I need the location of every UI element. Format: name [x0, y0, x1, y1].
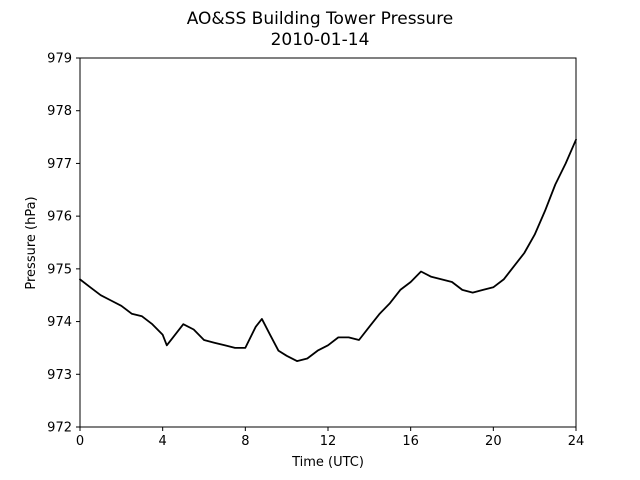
x-axis-label: Time (UTC) — [291, 455, 364, 470]
chart-subtitle: 2010-01-14 — [271, 30, 370, 50]
plot-frame — [79, 57, 577, 428]
x-tick-label-12: 12 — [320, 434, 337, 449]
y-axis-label: Pressure (hPa) — [24, 196, 39, 289]
y-tick-label-974: 974 — [47, 315, 72, 330]
y-tick-label-975: 975 — [47, 262, 72, 277]
y-tick-label-973: 973 — [47, 368, 72, 383]
x-tick-label-8: 8 — [241, 434, 249, 449]
x-tick-label-4: 4 — [159, 434, 167, 449]
y-tick-label-979: 979 — [47, 52, 72, 67]
x-tick-label-20: 20 — [485, 434, 502, 449]
y-tick-label-977: 977 — [47, 157, 72, 172]
x-tick-label-16: 16 — [402, 434, 419, 449]
chart-title: AO&SS Building Tower Pressure — [187, 9, 454, 29]
y-tick-label-976: 976 — [47, 210, 72, 225]
plot-area — [79, 57, 577, 428]
x-tick-label-24: 24 — [568, 434, 585, 449]
series-line-0 — [79, 138, 577, 363]
y-tick-label-978: 978 — [47, 104, 72, 119]
x-tick-label-0: 0 — [76, 434, 84, 449]
axis-ticks: 0 4 8 12 16 20 24 972 973 974 975 976 977 978 979 — [47, 52, 584, 450]
y-tick-label-972: 972 — [47, 421, 72, 436]
